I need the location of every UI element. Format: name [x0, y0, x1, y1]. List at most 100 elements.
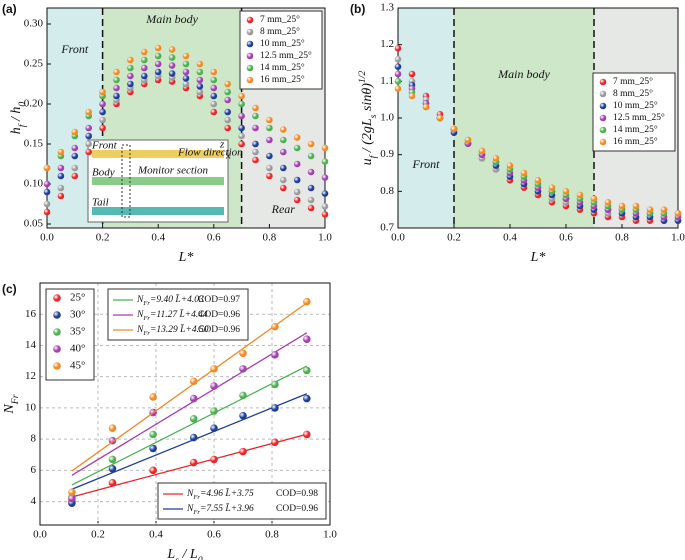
- point: [141, 72, 148, 80]
- y-tick-label: 8: [31, 433, 37, 445]
- legend-marker: [599, 102, 607, 110]
- panel-label: (b): [350, 2, 365, 16]
- point: [210, 455, 218, 464]
- fit-equation: NFr=7.55 L̄+3.96: [186, 503, 254, 516]
- text-part: / (2gL: [360, 118, 375, 156]
- text-part: N: [186, 489, 194, 499]
- point: [127, 80, 134, 88]
- legend-label: 10 mm_25°: [260, 38, 305, 49]
- fit-line: [71, 393, 308, 490]
- point: [57, 192, 65, 200]
- point: [280, 176, 287, 184]
- point: [108, 424, 117, 433]
- point: [303, 335, 311, 344]
- point: [108, 464, 117, 473]
- legend-marker: [246, 76, 254, 84]
- point: [182, 60, 190, 68]
- point: [252, 156, 259, 164]
- point: [520, 169, 528, 177]
- text-part: Fr: [192, 494, 200, 501]
- legend-label: 40°: [70, 343, 85, 355]
- point: [189, 394, 198, 403]
- x-tick-label: 0.4: [151, 232, 165, 244]
- legend-label: 8 mm_25°: [260, 26, 300, 37]
- region-label: Rear: [271, 202, 296, 216]
- y-tick-label: 0.05: [24, 218, 44, 230]
- point: [224, 124, 231, 132]
- panel-label: (c): [2, 282, 17, 296]
- y-tick-label: 14: [25, 339, 37, 351]
- point: [182, 80, 190, 88]
- legend-label: 16 mm_25°: [260, 74, 305, 85]
- point: [562, 188, 570, 195]
- point: [149, 430, 157, 439]
- point: [68, 488, 76, 497]
- y-tick-label: 0.7: [380, 222, 394, 234]
- point: [71, 128, 79, 136]
- point: [141, 56, 148, 64]
- point: [168, 62, 176, 69]
- point: [99, 108, 106, 116]
- point: [85, 124, 92, 132]
- point: [239, 391, 247, 400]
- point: [271, 438, 279, 447]
- point: [43, 188, 51, 196]
- inset-label: Tail: [92, 197, 109, 209]
- legend-box: [239, 10, 323, 90]
- point: [99, 116, 106, 124]
- point: [182, 52, 190, 60]
- text-part: N: [136, 295, 144, 305]
- point: [280, 126, 287, 133]
- point: [303, 297, 311, 306]
- text-part: h: [9, 127, 24, 134]
- x-tick-label: 0.8: [265, 529, 279, 541]
- point: [210, 365, 218, 373]
- point: [293, 188, 301, 196]
- point: [266, 164, 273, 172]
- point: [127, 64, 134, 72]
- point: [307, 152, 315, 160]
- legend-label: 35°: [70, 326, 85, 338]
- x-tick-label: 0.0: [391, 232, 405, 244]
- point: [57, 184, 65, 192]
- point: [57, 164, 65, 172]
- text-part: / h: [9, 107, 24, 125]
- point: [224, 108, 231, 116]
- text-part: 0: [198, 555, 203, 560]
- region-label: Front: [412, 157, 441, 171]
- y-tick-label: 1.3: [380, 2, 394, 14]
- point: [394, 63, 402, 70]
- point: [303, 430, 311, 439]
- text-part: u: [360, 158, 375, 165]
- point: [303, 394, 311, 403]
- y-axis-label: hf / h0: [9, 102, 28, 135]
- point: [548, 184, 556, 191]
- y-tick-label: 1.0: [380, 112, 394, 124]
- point: [210, 382, 218, 390]
- point: [99, 124, 106, 132]
- point: [182, 68, 190, 76]
- point: [168, 70, 176, 77]
- fit-line: [71, 433, 307, 498]
- point: [141, 48, 148, 56]
- legend-label: 14 mm_25°: [613, 124, 658, 135]
- point: [293, 144, 301, 152]
- point: [85, 140, 92, 148]
- point: [266, 136, 273, 144]
- y-tick-label: 12: [25, 370, 36, 382]
- x-tick-label: 1.0: [323, 529, 337, 541]
- point: [189, 415, 198, 423]
- point: [252, 148, 259, 156]
- point: [239, 411, 247, 420]
- text-part: f: [17, 123, 28, 127]
- point: [210, 108, 218, 116]
- point: [534, 177, 542, 184]
- legend-marker: [246, 28, 254, 36]
- point: [252, 112, 259, 120]
- point: [210, 76, 218, 84]
- text-part: L*: [530, 250, 546, 265]
- point: [321, 190, 329, 197]
- point: [168, 54, 176, 61]
- legend-marker: [53, 294, 61, 302]
